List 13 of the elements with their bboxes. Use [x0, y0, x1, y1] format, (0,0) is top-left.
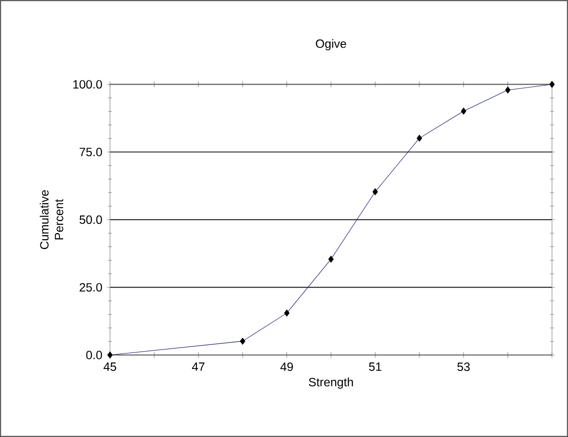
y-tick-label: 100.0 [73, 80, 102, 89]
x-tick-label: 47 [192, 362, 204, 371]
x-tick-label: 49 [280, 362, 293, 372]
x-tick-label: 53 [457, 362, 470, 372]
y-tick-label: 50.0 [80, 215, 102, 224]
x-axis-title: Strength [308, 378, 353, 389]
y-axis-title: Cumulative Percent [40, 190, 64, 250]
y-tick-label: 75.0 [80, 148, 102, 156]
chart-title: Ogive [316, 39, 346, 50]
x-tick-label: 51 [369, 362, 382, 371]
y-tick-label: 25.0 [80, 283, 102, 292]
y-tick-label: 0.0 [86, 350, 102, 360]
x-tick-label: 45 [104, 362, 116, 371]
